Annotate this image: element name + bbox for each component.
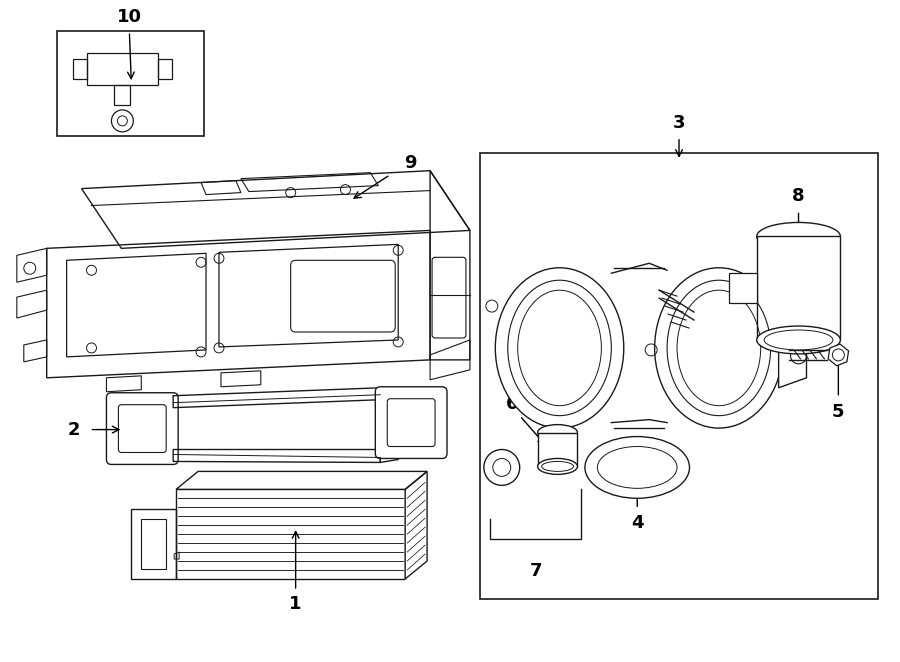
Bar [480, 153, 878, 599]
Polygon shape [609, 270, 774, 286]
Ellipse shape [585, 436, 689, 498]
Ellipse shape [537, 459, 578, 475]
Ellipse shape [495, 267, 624, 428]
Text: 3: 3 [673, 114, 685, 132]
Polygon shape [173, 388, 381, 408]
Text: 9: 9 [404, 154, 417, 171]
Polygon shape [430, 171, 470, 360]
Polygon shape [47, 230, 430, 378]
Ellipse shape [537, 424, 578, 440]
Bar [57, 31, 204, 136]
Polygon shape [173, 449, 381, 463]
Ellipse shape [757, 222, 841, 250]
FancyBboxPatch shape [106, 393, 178, 465]
Polygon shape [828, 344, 849, 365]
FancyBboxPatch shape [375, 387, 447, 459]
Text: 6: 6 [506, 395, 518, 412]
Text: 5: 5 [832, 402, 844, 420]
Polygon shape [729, 273, 757, 303]
Polygon shape [405, 471, 428, 579]
Text: 4: 4 [631, 514, 644, 532]
Text: 1: 1 [290, 595, 302, 613]
Text: 10: 10 [117, 9, 142, 26]
Bar [176, 489, 405, 579]
Text: 8: 8 [792, 187, 805, 205]
Polygon shape [176, 471, 428, 489]
Polygon shape [82, 171, 470, 248]
Bar [757, 236, 841, 340]
Polygon shape [131, 509, 176, 579]
Ellipse shape [654, 267, 783, 428]
Text: 7: 7 [529, 562, 542, 580]
Ellipse shape [757, 326, 841, 354]
Circle shape [484, 449, 519, 485]
Text: 2: 2 [68, 420, 80, 439]
Bar [537, 432, 578, 467]
Polygon shape [381, 388, 398, 463]
Polygon shape [778, 308, 806, 388]
